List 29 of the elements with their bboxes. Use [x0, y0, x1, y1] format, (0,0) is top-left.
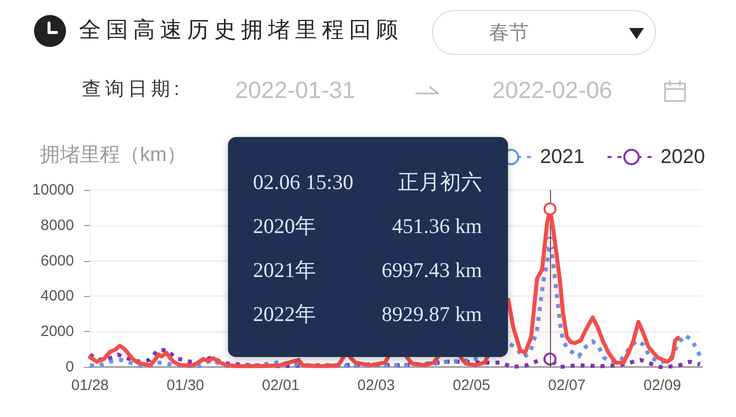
x-tick-label: 02/07: [548, 377, 586, 394]
x-tick-label: 02/05: [452, 377, 490, 394]
text: 2022-02-06: [492, 76, 612, 104]
annotation: 451.36 km: [392, 214, 482, 238]
annotation: 正月初六: [398, 169, 482, 196]
x-tick-label: 02/03: [357, 377, 395, 394]
y-tick-label: 10000: [32, 182, 74, 198]
annotation: 2020年: [253, 213, 316, 240]
y-axis-title: 拥堵里程（km）: [40, 144, 187, 166]
annotation: 2021年: [253, 257, 316, 284]
legend-label: 2021: [540, 146, 585, 168]
y-tick-label: 0: [66, 358, 74, 376]
chart-title: 全国高速历史拥堵里程回顾: [79, 16, 403, 44]
x-tick-label: 01/30: [166, 377, 204, 394]
legend-label: 2020: [660, 146, 706, 168]
x-tick-label: 02/09: [643, 377, 682, 394]
annotation: 6997.43 km: [382, 258, 482, 282]
y-tick-label: 6000: [40, 252, 74, 270]
dropdown-field: 春节: [432, 10, 656, 55]
annotation: 8929.87 km: [382, 302, 482, 326]
annotation: 2022年: [253, 301, 316, 328]
annotation: 02.06 15:30: [253, 170, 354, 194]
text: 2022-01-31: [235, 76, 356, 104]
x-tick-label: 01/28: [71, 377, 109, 394]
x-tick-label: 02/01: [262, 377, 300, 394]
y-tick-label: 2000: [40, 323, 74, 340]
y-tick-label: 4000: [40, 288, 74, 305]
text: 查询日期:: [82, 78, 184, 102]
y-tick-label: 8000: [40, 216, 74, 234]
